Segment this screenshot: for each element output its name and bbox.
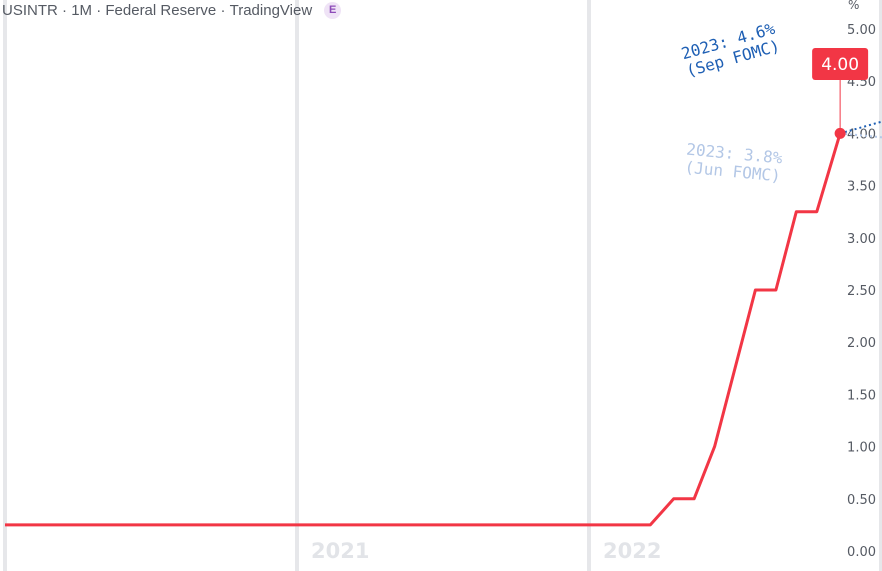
y-tick-label: 5.00 xyxy=(847,23,876,38)
events-badge-icon[interactable]: E xyxy=(324,1,342,19)
platform-label: TradingView xyxy=(229,1,313,19)
value-callout-label: 4.00 xyxy=(821,55,859,75)
separator: · xyxy=(96,1,102,19)
projection-layer: 2023: 4.6%(Sep FOMC) 2023: 3.8%(Jun FOMC) xyxy=(679,19,882,186)
y-tick-label: 2.00 xyxy=(847,336,876,351)
x-tick-label: 2021 xyxy=(311,539,369,563)
y-axis: 0.000.501.001.502.002.503.003.504.004.50… xyxy=(847,0,876,560)
y-tick-label: 0.00 xyxy=(847,545,876,560)
source-label: Federal Reserve xyxy=(105,1,217,19)
last-value-point xyxy=(834,127,846,139)
separator: · xyxy=(62,1,68,19)
interval-label[interactable]: 1M xyxy=(71,1,93,19)
y-axis-unit: % xyxy=(848,0,859,12)
projection-annotation: 2023: 4.6%(Sep FOMC) xyxy=(679,19,782,81)
symbol-label[interactable]: USINTR xyxy=(2,1,58,19)
year-gridlines xyxy=(3,0,882,571)
x-axis-labels: 202120222023 xyxy=(311,539,661,563)
rate-series-line xyxy=(5,132,842,527)
y-tick-label: 2.50 xyxy=(847,284,876,299)
y-tick-label: 1.00 xyxy=(847,441,876,456)
chart-header: USINTR · 1M · Federal Reserve · TradingV… xyxy=(2,0,342,20)
separator: · xyxy=(220,1,226,19)
y-tick-label: 3.50 xyxy=(847,180,876,195)
value-callout-box xyxy=(812,48,869,80)
last-value-layer: 4.00 xyxy=(812,48,869,139)
x-tick-label: 2022 xyxy=(603,539,661,563)
series-layer xyxy=(5,132,842,527)
projection-annotation: 2023: 3.8%(Jun FOMC) xyxy=(684,140,784,186)
y-tick-label: 0.50 xyxy=(847,493,876,508)
y-tick-label: 3.00 xyxy=(847,232,876,247)
y-tick-label: 1.50 xyxy=(847,388,876,403)
